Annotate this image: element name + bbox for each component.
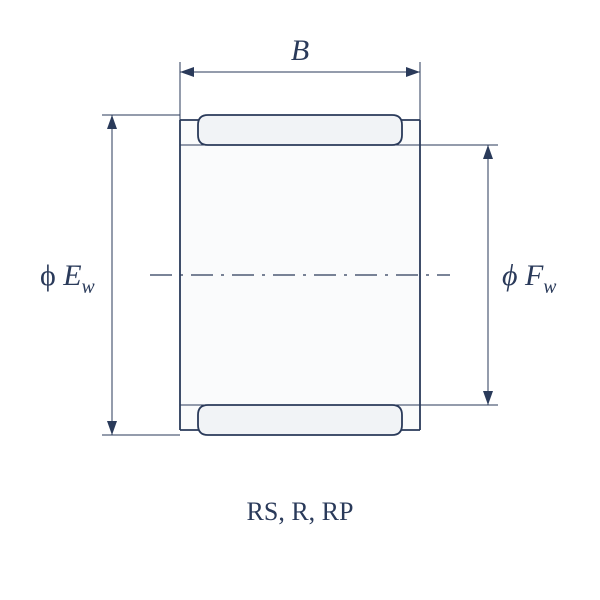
dim-B-label: B xyxy=(291,34,309,67)
caption: RS, R, RP xyxy=(247,497,354,526)
